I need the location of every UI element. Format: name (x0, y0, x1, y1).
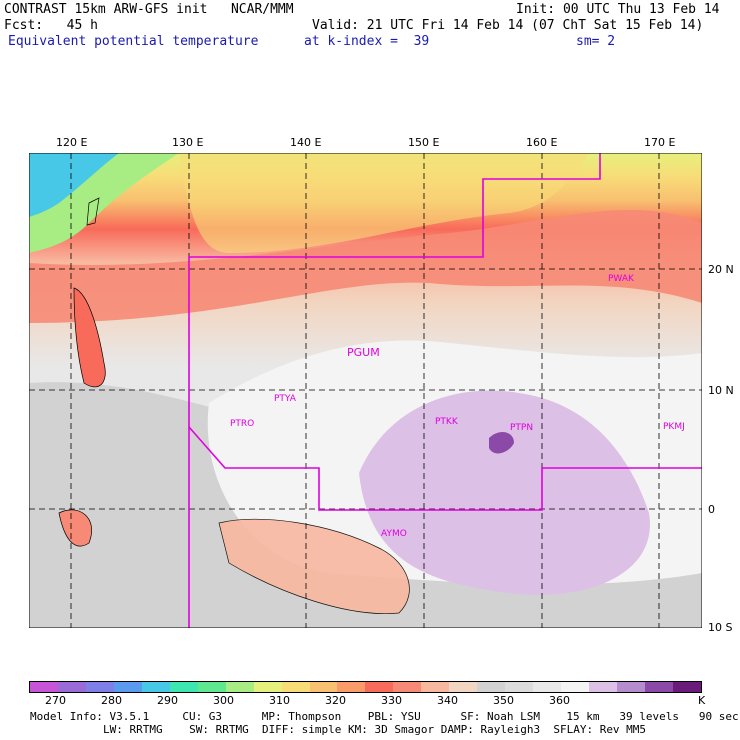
colorbar-swatch (589, 682, 618, 692)
colorbar-unit: K (698, 694, 706, 707)
colorbar-swatch (337, 682, 366, 692)
colorbar-swatch (30, 682, 58, 692)
colorbar-swatch (393, 682, 422, 692)
colorbar-swatch (169, 682, 198, 692)
colorbar-label: 330 (381, 694, 402, 707)
lat-label: 20 N (708, 263, 734, 276)
lon-label: 120 E (56, 136, 88, 149)
lon-label: 130 E (172, 136, 204, 149)
colorbar-swatch (113, 682, 142, 692)
lat-label: 10 S (708, 621, 733, 634)
colorbar-swatch (477, 682, 506, 692)
colorbar-swatch (365, 682, 394, 692)
colorbar-swatch (644, 682, 673, 692)
valid-time: Valid: 21 UTC Fri 14 Feb 14 (07 ChT Sat … (312, 18, 704, 33)
colorbar-swatch (309, 682, 338, 692)
forecast-hour: Fcst: 45 h (4, 18, 98, 33)
colorbar-label: 300 (213, 694, 234, 707)
smoothing-label: sm= 2 (576, 34, 616, 49)
level-label: at k-index = 39 (304, 34, 430, 49)
lon-label: 150 E (408, 136, 440, 149)
lon-label: 170 E (644, 136, 676, 149)
colorbar-label: 350 (493, 694, 514, 707)
colorbar-swatch (561, 682, 590, 692)
colorbar-label: 340 (437, 694, 458, 707)
init-time: Init: 00 UTC Thu 13 Feb 14 (516, 2, 720, 17)
colorbar-swatch (85, 682, 114, 692)
colorbar-label: 280 (101, 694, 122, 707)
colorbar-swatch (225, 682, 254, 692)
colorbar-label: 310 (269, 694, 290, 707)
station-label: PTYA (274, 394, 297, 404)
lat-label: 0 (708, 503, 715, 516)
colorbar-swatch (533, 682, 562, 692)
station-label: PWAK (608, 274, 635, 284)
colorbar-label: 360 (549, 694, 570, 707)
colorbar (29, 681, 702, 693)
colorbar-swatch (281, 682, 310, 692)
station-label: PTKK (435, 417, 459, 427)
colorbar-swatch (197, 682, 226, 692)
model-info-line1: Model Info: V3.5.1 CU: G3 MP: Thompson P… (30, 710, 739, 723)
station-label: PTPN (510, 423, 533, 433)
colorbar-label: 290 (157, 694, 178, 707)
colorbar-swatch (505, 682, 534, 692)
colorbar-swatch (253, 682, 282, 692)
colorbar-swatch (421, 682, 450, 692)
lat-label: 10 N (708, 384, 734, 397)
colorbar-swatch (672, 682, 701, 692)
colorbar-label: 320 (325, 694, 346, 707)
station-label: PKMJ (663, 422, 685, 432)
station-label: PGUM (347, 346, 380, 359)
region-boundary (188, 153, 601, 628)
colorbar-swatch (141, 682, 170, 692)
station-label: AYMO (381, 529, 407, 539)
colorbar-label: 270 (45, 694, 66, 707)
theta-e-map: PGUM PTYA PTRO PTKK PTPN PKMJ PWAK AYMO (29, 153, 702, 628)
station-label: PTRO (230, 419, 254, 429)
field-name: Equivalent potential temperature (8, 34, 259, 49)
colorbar-swatch (449, 682, 478, 692)
lon-label: 160 E (526, 136, 558, 149)
model-title: CONTRAST 15km ARW-GFS init NCAR/MMM (4, 2, 294, 17)
colorbar-swatch (57, 682, 86, 692)
lon-label: 140 E (290, 136, 322, 149)
colorbar-swatch (617, 682, 645, 692)
model-info-line2: LW: RRTMG SW: RRTMG DIFF: simple KM: 3D … (103, 723, 647, 736)
